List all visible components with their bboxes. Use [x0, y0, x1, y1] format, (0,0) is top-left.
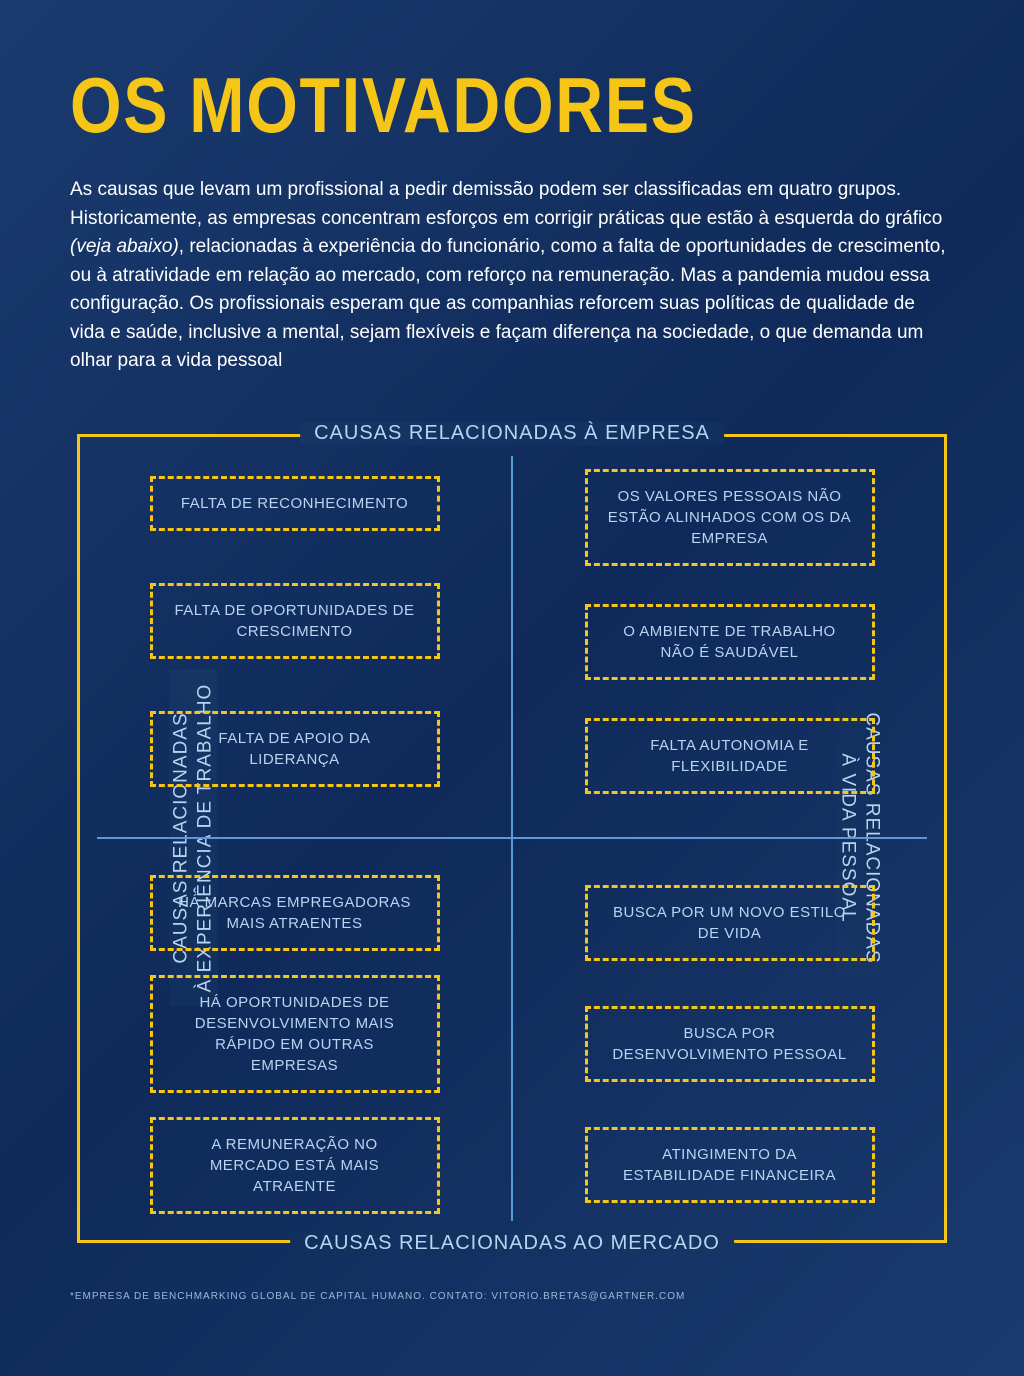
motivator-box: BUSCA POR UM NOVO ESTILO DE VIDA — [585, 885, 875, 961]
intro-text-a: As causas que levam um profissional a pe… — [70, 179, 942, 229]
quadrant-chart: CAUSAS RELACIONADAS À EMPRESA CAUSAS REL… — [77, 426, 947, 1251]
motivator-box: FALTA DE RECONHECIMENTO — [150, 476, 440, 531]
motivator-box: BUSCA POR DESENVOLVIMENTO PESSOAL — [585, 1006, 875, 1082]
intro-paragraph: As causas que levam um profissional a pe… — [70, 176, 950, 376]
motivator-box: OS VALORES PESSOAIS NÃO ESTÃO ALINHADOS … — [585, 469, 875, 566]
footnote: *EMPRESA DE BENCHMARKING GLOBAL DE CAPIT… — [70, 1291, 954, 1302]
motivator-box: FALTA DE APOIO DA LIDERANÇA — [150, 711, 440, 787]
quadrant-top-right: OS VALORES PESSOAIS NÃO ESTÃO ALINHADOS … — [512, 426, 947, 839]
intro-text-b: , relacionadas à experiência do funcioná… — [70, 236, 946, 371]
motivator-box: A REMUNERAÇÃO NO MERCADO ESTÁ MAIS ATRAE… — [150, 1117, 440, 1214]
motivator-box: O AMBIENTE DE TRABALHO NÃO É SAUDÁVEL — [585, 604, 875, 680]
quadrant-top-left: FALTA DE RECONHECIMENTO FALTA DE OPORTUN… — [77, 426, 512, 839]
quadrant-bottom-left: HÁ MARCAS EMPREGADORAS MAIS ATRAENTES HÁ… — [77, 838, 512, 1251]
motivator-box: HÁ MARCAS EMPREGADORAS MAIS ATRAENTES — [150, 875, 440, 951]
motivator-box: ATINGIMENTO DA ESTABILIDADE FINANCEIRA — [585, 1127, 875, 1203]
page-title: OS MOTIVADORES — [70, 60, 821, 151]
motivator-box: HÁ OPORTUNIDADES DE DESENVOLVIMENTO MAIS… — [150, 975, 440, 1093]
intro-italic: (veja abaixo) — [70, 236, 179, 257]
quadrant-bottom-right: BUSCA POR UM NOVO ESTILO DE VIDA BUSCA P… — [512, 838, 947, 1251]
motivator-box: FALTA AUTONOMIA E FLEXIBILIDADE — [585, 718, 875, 794]
motivator-box: FALTA DE OPORTUNIDADES DE CRESCIMENTO — [150, 583, 440, 659]
